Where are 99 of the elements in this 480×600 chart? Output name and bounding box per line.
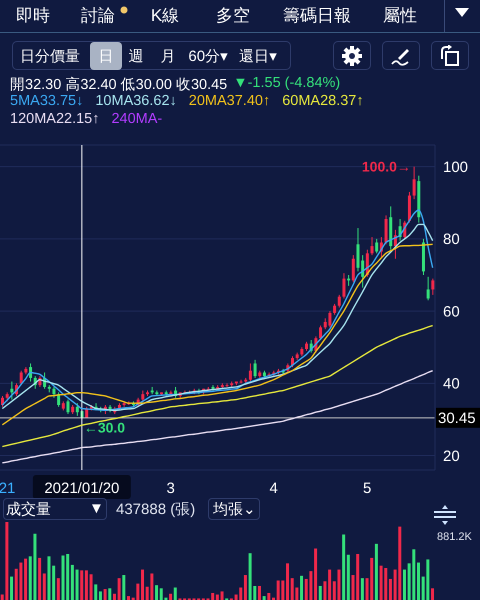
candlestick (319, 325, 322, 340)
x-tick-label: 3 (166, 480, 175, 497)
candlestick (370, 236, 374, 256)
text: 月 (160, 48, 176, 65)
candlestick (254, 359, 257, 378)
candlestick (431, 278, 434, 296)
ref-line-label: 30.45 (438, 410, 476, 427)
bar (258, 586, 261, 600)
bar (150, 573, 154, 600)
y-tick-label: 20 (443, 448, 460, 465)
line-series (2, 324, 434, 448)
y-tick-label: 80 (443, 231, 460, 248)
text: 即時 (15, 5, 51, 27)
text: 籌碼日報 (282, 5, 352, 27)
bar (5, 522, 8, 600)
bar (295, 588, 298, 600)
line-series (2, 370, 434, 464)
bar (346, 554, 350, 600)
text: 日分價量 (20, 47, 80, 66)
text: 還日▾ (238, 47, 278, 66)
candlestick (300, 346, 304, 357)
bar (304, 578, 308, 600)
bar (374, 544, 378, 600)
text: ▼ (89, 500, 104, 517)
annotation: 100.0→ (362, 158, 411, 175)
bar (262, 596, 266, 600)
text: 881.2K (437, 531, 472, 543)
bar (104, 589, 107, 600)
bar (42, 573, 46, 600)
candlestick (412, 166, 416, 200)
bar (10, 576, 14, 600)
candlestick (6, 392, 9, 402)
x-tick-label: 5 (363, 480, 372, 497)
text: 屬性 (382, 5, 418, 27)
text: 5MA33.75↓ (10, 93, 84, 109)
candlestick (305, 341, 308, 352)
text: 240MA- (111, 111, 162, 127)
candlestick (52, 386, 56, 398)
text: 開32.30 高32.40 低30.00 收30.45 (10, 76, 228, 94)
bar (300, 576, 304, 600)
bar (14, 568, 18, 600)
candlestick (333, 303, 336, 316)
bar (253, 586, 256, 600)
text: 10MA36.62↓ (95, 93, 177, 109)
bar (380, 566, 383, 600)
candlestick (342, 272, 346, 299)
candlestick (347, 274, 350, 286)
bar (62, 556, 65, 600)
bar (155, 585, 158, 600)
bar (360, 578, 364, 600)
bar (122, 575, 126, 600)
candlestick (248, 362, 252, 382)
bar (318, 586, 322, 600)
bar (38, 558, 42, 600)
text: K線 (150, 5, 180, 27)
y-tick-label: 60 (443, 303, 460, 320)
text: 週 (128, 48, 144, 65)
candlestick (426, 276, 430, 301)
candlestick (10, 381, 14, 400)
bar (248, 553, 252, 600)
text: 均張⌄ (213, 500, 256, 519)
candlestick (375, 238, 378, 254)
text: 討論 (80, 5, 116, 27)
text: 20MA37.40↑ (188, 93, 270, 109)
candlestick (141, 390, 144, 402)
candlestick (338, 294, 341, 308)
text: 日 (98, 48, 114, 65)
candlestick (66, 399, 70, 415)
bar (342, 534, 346, 600)
candlestick (324, 318, 327, 330)
y-tick-label: 40 (443, 376, 460, 393)
bar (431, 588, 434, 600)
candlestick (352, 254, 355, 283)
bar (80, 570, 84, 600)
text: 120MA22.15↑ (10, 111, 100, 127)
x-tick-label: 4 (269, 480, 278, 497)
x-tick-label: 2021/01/20 (44, 480, 120, 497)
text: 多空 (215, 5, 251, 27)
text: ▼-1.55 (-4.84%) (233, 75, 340, 93)
bar (33, 534, 36, 600)
bar (0, 594, 4, 600)
bar (108, 588, 112, 600)
annotation: ←30.0 (84, 419, 126, 436)
text: 437888 (張) (116, 500, 196, 519)
text: 60MA28.37↑ (282, 93, 364, 109)
bar (426, 559, 430, 600)
bar (169, 594, 172, 600)
text: 60分▾ (187, 47, 229, 66)
bar (337, 570, 340, 600)
text: 成交量 (6, 500, 51, 519)
bar (398, 526, 402, 600)
candlestick (71, 404, 74, 415)
bar (244, 575, 247, 600)
candlestick (384, 214, 388, 245)
candlestick (328, 310, 332, 328)
candlestick (62, 400, 65, 411)
bar (56, 578, 60, 600)
bar (174, 588, 177, 600)
y-tick-label: 100 (443, 158, 468, 176)
